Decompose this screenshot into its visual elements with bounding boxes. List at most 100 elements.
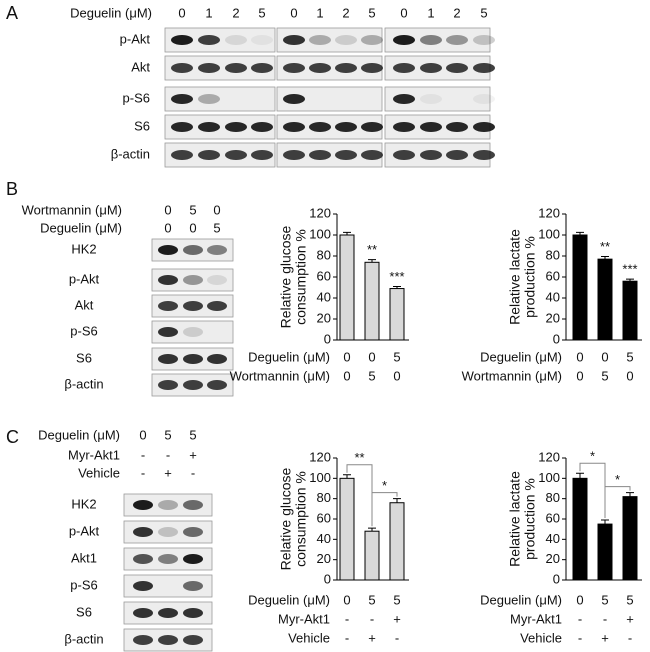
y-tick-label: 60 bbox=[317, 510, 331, 525]
blot-band bbox=[251, 122, 273, 132]
condition-value: - bbox=[603, 611, 607, 626]
blot-band bbox=[183, 380, 203, 390]
blot-band bbox=[420, 150, 442, 160]
blot-band bbox=[420, 35, 442, 45]
error-bar bbox=[601, 256, 609, 260]
y-axis-label: Relative glucose bbox=[278, 225, 294, 328]
blot-band bbox=[133, 608, 153, 618]
condition-value: 5 bbox=[393, 349, 400, 364]
blot-band bbox=[183, 581, 203, 591]
blot-label: p-Akt bbox=[69, 523, 100, 538]
condition-value: 0 bbox=[368, 349, 375, 364]
blot-label: Akt bbox=[131, 59, 150, 74]
blot-band bbox=[207, 301, 227, 311]
condition-value: - bbox=[141, 447, 145, 462]
condition-value: 5 bbox=[189, 202, 196, 217]
blot-label: β-actin bbox=[111, 146, 150, 161]
blot-band bbox=[283, 122, 305, 132]
blot-band bbox=[198, 94, 220, 104]
blot-band bbox=[183, 354, 203, 364]
significance: * bbox=[590, 449, 595, 464]
significance: ** bbox=[600, 239, 610, 254]
blot-band bbox=[283, 94, 305, 104]
y-tick-label: 20 bbox=[317, 310, 331, 325]
y-tick-label: 60 bbox=[317, 268, 331, 283]
y-axis-label: Relative glucose bbox=[278, 467, 294, 570]
condition-label: Myr-Akt1 bbox=[68, 447, 120, 462]
blot-band bbox=[183, 527, 203, 537]
bar bbox=[364, 530, 380, 581]
condition-value: 0 bbox=[576, 592, 583, 607]
condition-value: 0 bbox=[139, 427, 146, 442]
significance: * bbox=[615, 472, 620, 487]
blot-band bbox=[133, 554, 153, 564]
condition-value: - bbox=[166, 447, 170, 462]
blot-label: β-actin bbox=[64, 631, 103, 646]
condition-label: Deguelin (μM) bbox=[248, 592, 330, 607]
condition-value: 5 bbox=[368, 368, 375, 383]
error-bar bbox=[576, 231, 584, 235]
condition-value: - bbox=[395, 630, 399, 645]
condition-value: 5 bbox=[189, 427, 196, 442]
condition-label: Deguelin (μM) bbox=[248, 349, 330, 364]
condition-label: Deguelin (μM) bbox=[480, 592, 562, 607]
blot-band bbox=[309, 122, 331, 132]
blot-label: p-S6 bbox=[70, 323, 97, 338]
condition-value: - bbox=[370, 611, 374, 626]
blot-strip bbox=[123, 493, 213, 517]
bar bbox=[339, 234, 355, 341]
blot-band bbox=[225, 122, 247, 132]
condition-value: 0 bbox=[164, 202, 171, 217]
error-bar bbox=[576, 472, 584, 479]
y-tick-label: 100 bbox=[309, 470, 331, 485]
blot-label: p-Akt bbox=[120, 31, 151, 46]
blot-band bbox=[183, 301, 203, 311]
y-tick-label: 40 bbox=[546, 289, 560, 304]
blot-band bbox=[207, 275, 227, 285]
blot-band bbox=[198, 122, 220, 132]
blot-label: S6 bbox=[76, 604, 92, 619]
condition-value: 0 bbox=[343, 349, 350, 364]
blot-band bbox=[158, 275, 178, 285]
blot-band bbox=[361, 63, 383, 73]
blot-band bbox=[225, 150, 247, 160]
y-tick-label: 80 bbox=[546, 247, 560, 262]
condition-value: 5 bbox=[164, 427, 171, 442]
blot-band bbox=[183, 635, 203, 645]
blot-label: HK2 bbox=[71, 241, 96, 256]
condition-value: 0 bbox=[576, 349, 583, 364]
blot-band bbox=[183, 275, 203, 285]
blot-band bbox=[420, 94, 442, 104]
y-tick-label: 80 bbox=[317, 490, 331, 505]
blot-band bbox=[158, 635, 178, 645]
bar bbox=[597, 258, 613, 341]
blot-band bbox=[361, 122, 383, 132]
condition-value: 2 bbox=[232, 5, 239, 20]
blot-label: S6 bbox=[76, 350, 92, 365]
condition-label: Wortmannin (μM) bbox=[462, 368, 562, 383]
condition-value: 1 bbox=[205, 5, 212, 20]
blot-band bbox=[393, 150, 415, 160]
blot-label: p-S6 bbox=[70, 577, 97, 592]
blot-band bbox=[309, 63, 331, 73]
condition-value: 5 bbox=[213, 220, 220, 235]
bar bbox=[622, 496, 638, 581]
blot-band bbox=[473, 122, 495, 132]
blot-band bbox=[361, 150, 383, 160]
blot-band bbox=[158, 608, 178, 618]
y-tick-label: 80 bbox=[546, 490, 560, 505]
condition-value: 0 bbox=[178, 5, 185, 20]
bar bbox=[622, 280, 638, 341]
error-bar bbox=[626, 278, 634, 282]
y-tick-label: 0 bbox=[553, 571, 560, 586]
blot-band bbox=[207, 245, 227, 255]
panel-label: B bbox=[6, 179, 18, 199]
bar bbox=[339, 477, 355, 581]
condition-value: - bbox=[578, 630, 582, 645]
blot-strip bbox=[384, 86, 491, 112]
error-bar bbox=[343, 474, 351, 479]
blot-band bbox=[251, 35, 273, 45]
condition-label: Deguelin (μM) bbox=[70, 5, 152, 20]
y-tick-label: 0 bbox=[324, 331, 331, 346]
blot-label: p-Akt bbox=[69, 271, 100, 286]
